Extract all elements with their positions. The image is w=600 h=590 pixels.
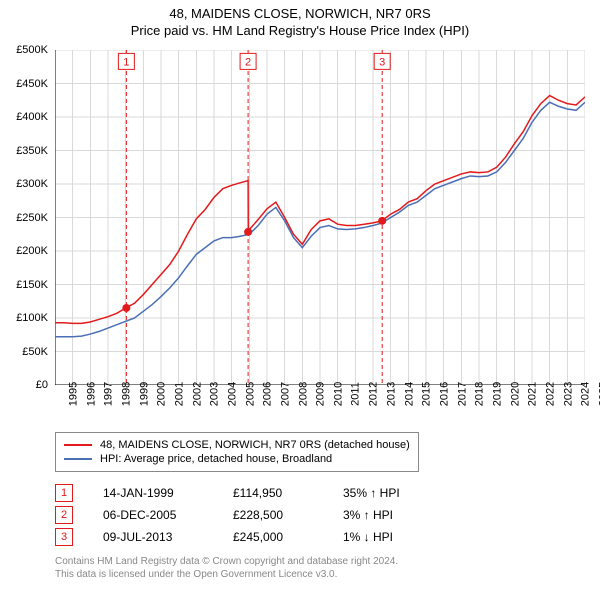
sales-row: 1 14-JAN-1999£114,95035% ↑ HPI	[55, 484, 453, 502]
legend-swatch-series2	[64, 458, 92, 460]
svg-text:2: 2	[245, 56, 251, 68]
x-axis-labels: 1995199619971998199920002001200220032004…	[55, 388, 585, 433]
x-tick-label: 2003	[209, 382, 221, 406]
sales-marker-icon: 2	[55, 506, 73, 524]
x-tick-label: 2013	[385, 382, 397, 406]
x-tick-label: 2015	[421, 382, 433, 406]
legend-row-series2: HPI: Average price, detached house, Broa…	[64, 453, 410, 465]
sales-price: £114,950	[233, 486, 343, 500]
title-block: 48, MAIDENS CLOSE, NORWICH, NR7 0RS Pric…	[0, 0, 600, 38]
x-tick-label: 2021	[527, 382, 539, 406]
y-tick-label: £50K	[22, 346, 48, 358]
legend-swatch-series1	[64, 444, 92, 446]
chart-area: 1 2 3	[55, 50, 585, 385]
sales-delta: 35% ↑ HPI	[343, 486, 453, 500]
address-title: 48, MAIDENS CLOSE, NORWICH, NR7 0RS	[0, 6, 600, 21]
x-tick-label: 2001	[173, 382, 185, 406]
sales-price: £228,500	[233, 508, 343, 522]
x-tick-label: 2004	[226, 382, 238, 406]
y-tick-label: £350K	[16, 145, 48, 157]
svg-text:3: 3	[379, 56, 385, 68]
sales-delta: 1% ↓ HPI	[343, 530, 453, 544]
legend-label-series2: HPI: Average price, detached house, Broa…	[100, 453, 332, 465]
sales-row: 2 06-DEC-2005£228,5003% ↑ HPI	[55, 506, 453, 524]
sales-table: 1 14-JAN-1999£114,95035% ↑ HPI 2 06-DEC-200…	[55, 480, 453, 550]
x-tick-label: 1997	[103, 382, 115, 406]
y-tick-label: £300K	[16, 178, 48, 190]
sales-marker-icon: 3	[55, 528, 73, 546]
sales-price: £245,000	[233, 530, 343, 544]
x-tick-label: 1999	[138, 382, 150, 406]
sales-date: 14-JAN-1999	[103, 486, 233, 500]
legend-label-series1: 48, MAIDENS CLOSE, NORWICH, NR7 0RS (det…	[100, 439, 410, 451]
x-tick-label: 2008	[297, 382, 309, 406]
svg-text:1: 1	[123, 56, 129, 68]
x-tick-label: 2010	[332, 382, 344, 406]
sales-row: 3 09-JUL-2013£245,0001% ↓ HPI	[55, 528, 453, 546]
x-tick-label: 2006	[262, 382, 274, 406]
x-tick-label: 2012	[368, 382, 380, 406]
x-tick-label: 2000	[156, 382, 168, 406]
x-tick-label: 2023	[562, 382, 574, 406]
x-tick-label: 2017	[456, 382, 468, 406]
footer-line-2: This data is licensed under the Open Gov…	[55, 569, 398, 582]
legend-row-series1: 48, MAIDENS CLOSE, NORWICH, NR7 0RS (det…	[64, 439, 410, 451]
x-tick-label: 2011	[349, 382, 361, 406]
chart-subtitle: Price paid vs. HM Land Registry's House …	[0, 23, 600, 38]
legend: 48, MAIDENS CLOSE, NORWICH, NR7 0RS (det…	[55, 432, 419, 472]
sales-date: 06-DEC-2005	[103, 508, 233, 522]
sales-date: 09-JUL-2013	[103, 530, 233, 544]
x-tick-label: 2024	[580, 382, 592, 406]
y-axis-labels: £0£50K£100K£150K£200K£250K£300K£350K£400…	[0, 50, 50, 385]
x-tick-label: 2007	[279, 382, 291, 406]
footer-line-1: Contains HM Land Registry data © Crown c…	[55, 556, 398, 569]
x-tick-label: 2014	[403, 382, 415, 406]
y-tick-label: £200K	[16, 245, 48, 257]
y-tick-label: £150K	[16, 279, 48, 291]
x-tick-label: 2005	[244, 382, 256, 406]
x-tick-label: 2018	[474, 382, 486, 406]
x-tick-label: 1996	[85, 382, 97, 406]
sales-delta: 3% ↑ HPI	[343, 508, 453, 522]
y-tick-label: £250K	[16, 212, 48, 224]
x-tick-label: 1998	[120, 382, 132, 406]
y-tick-label: £500K	[16, 44, 48, 56]
x-tick-label: 2019	[491, 382, 503, 406]
y-tick-label: £100K	[16, 312, 48, 324]
x-tick-label: 2009	[315, 382, 327, 406]
footer: Contains HM Land Registry data © Crown c…	[55, 556, 398, 581]
x-tick-label: 2016	[438, 382, 450, 406]
x-tick-label: 2022	[544, 382, 556, 406]
y-tick-label: £450K	[16, 78, 48, 90]
y-tick-label: £0	[36, 379, 48, 391]
x-tick-label: 1995	[67, 382, 79, 406]
x-tick-label: 2002	[191, 382, 203, 406]
y-tick-label: £400K	[16, 111, 48, 123]
x-tick-label: 2020	[509, 382, 521, 406]
sales-marker-icon: 1	[55, 484, 73, 502]
chart-svg: 1 2 3	[55, 50, 585, 385]
